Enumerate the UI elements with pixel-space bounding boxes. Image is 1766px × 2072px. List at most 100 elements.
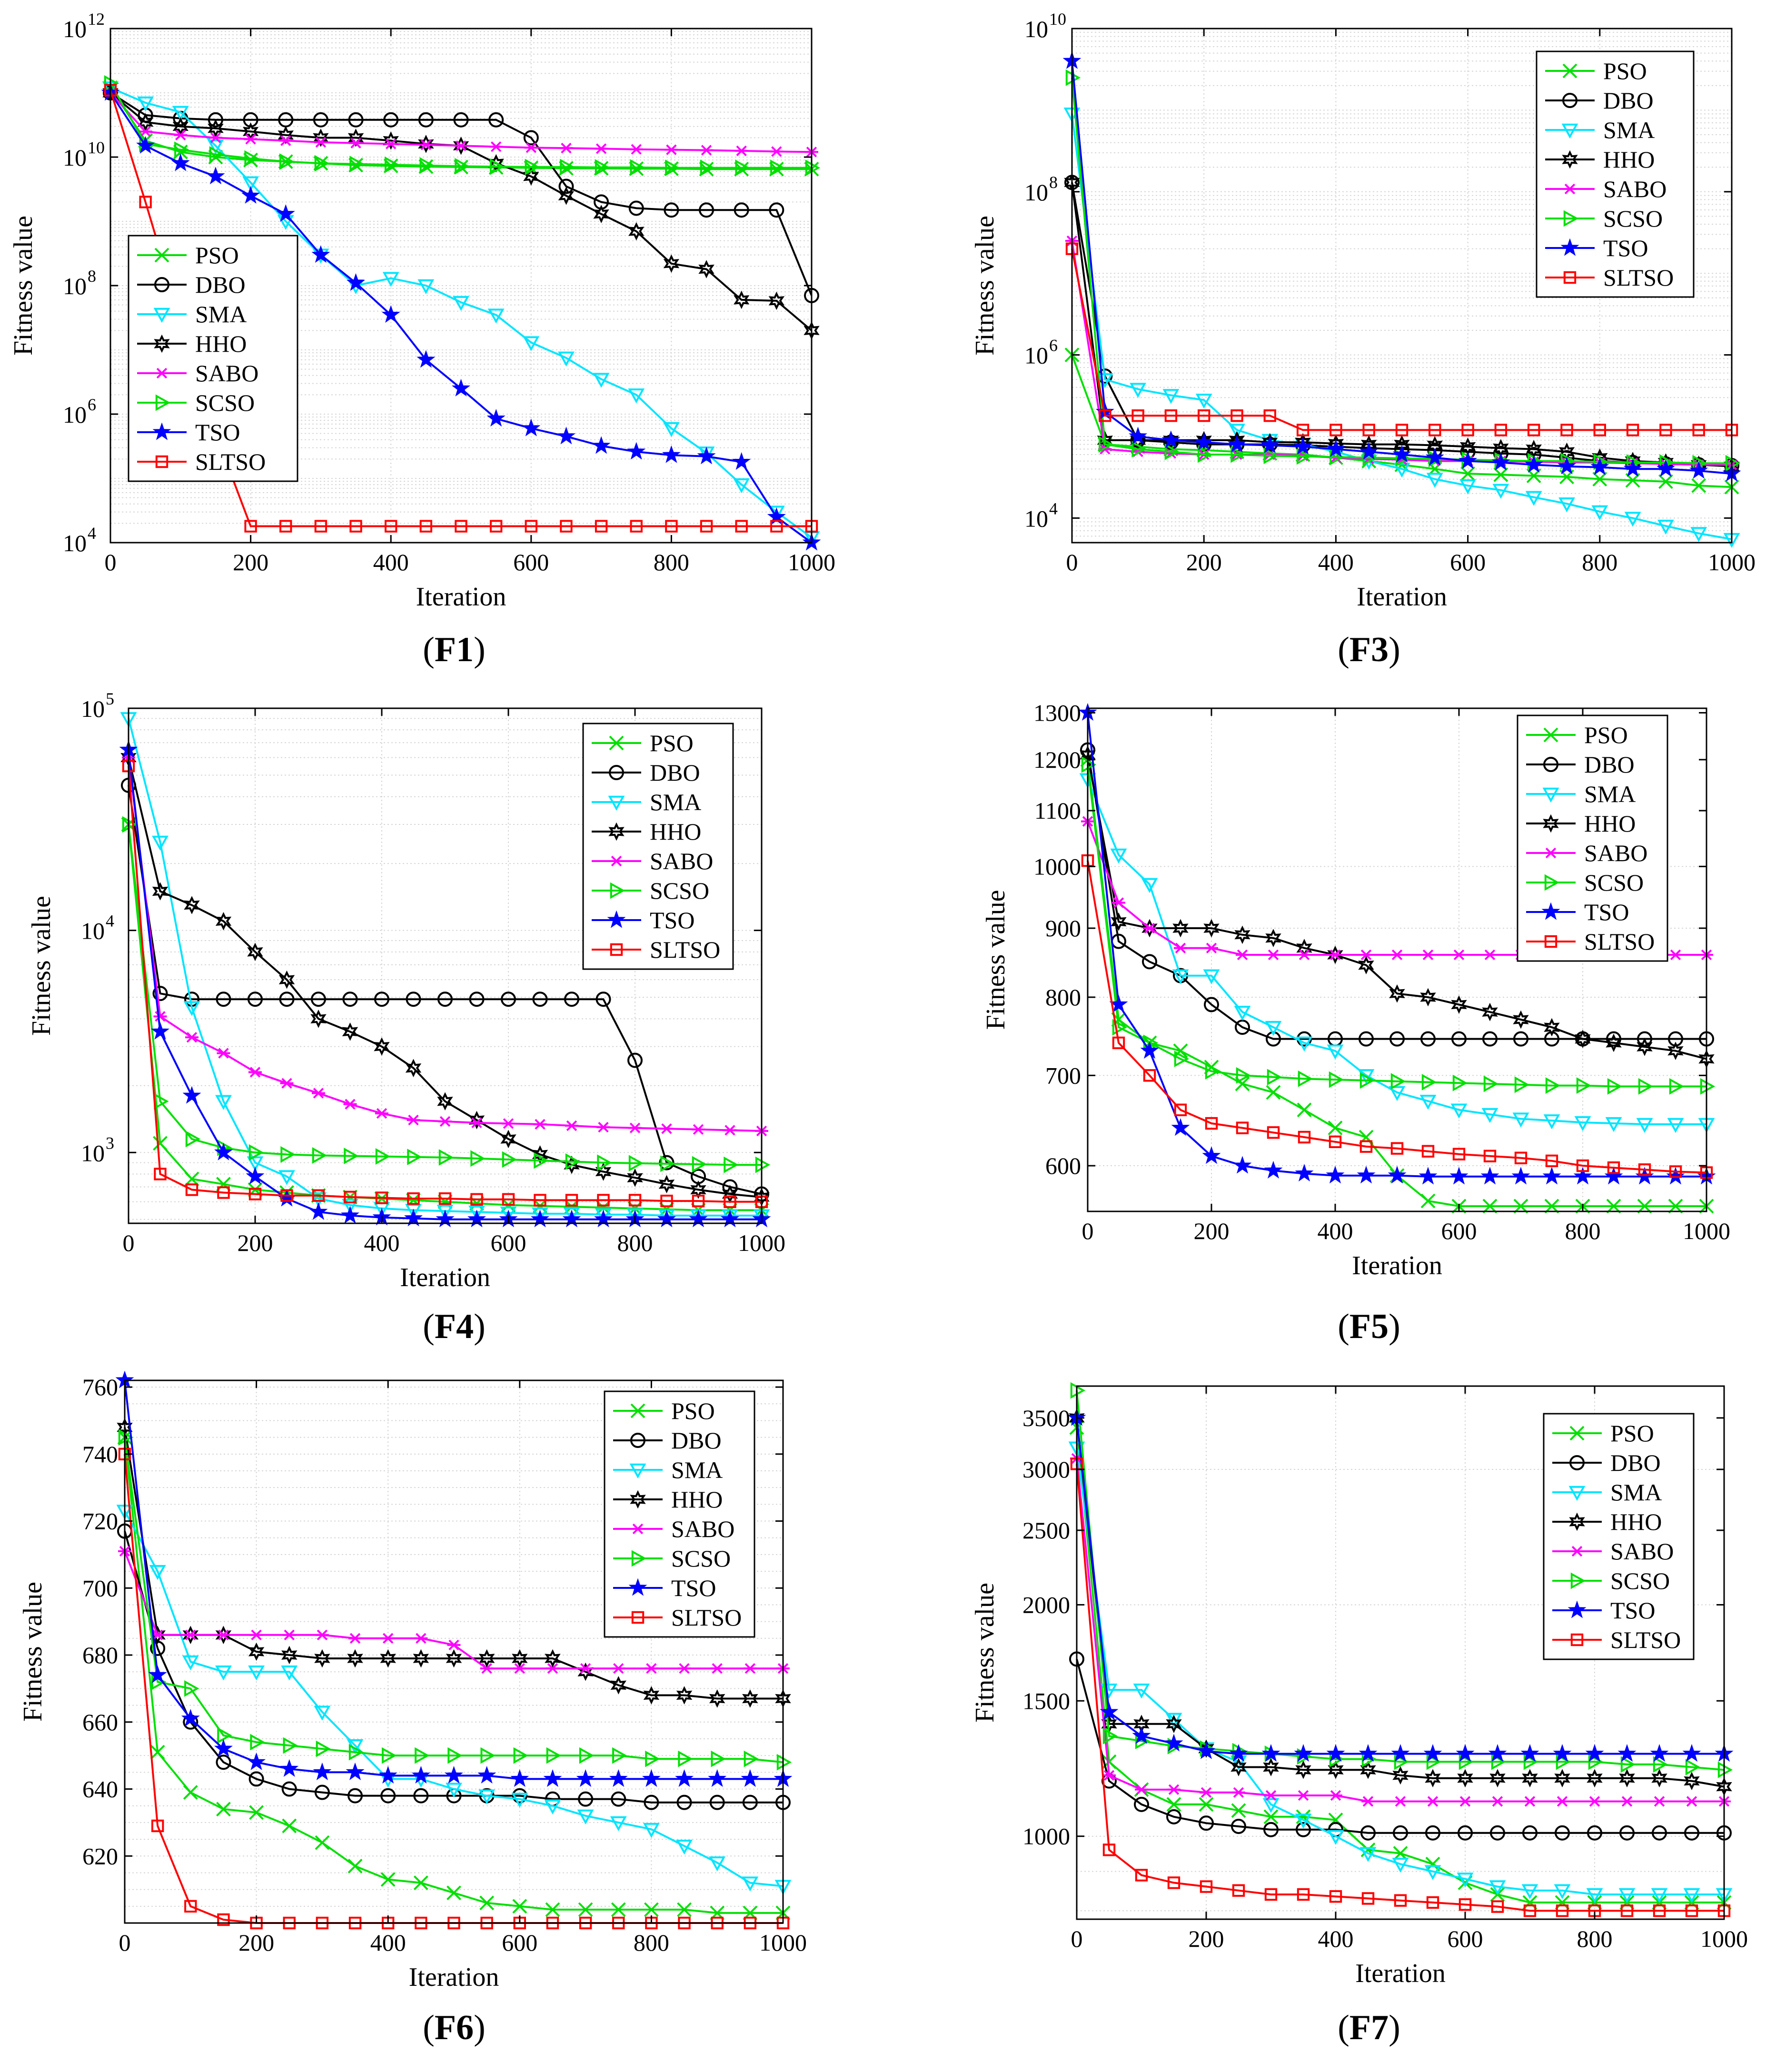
data-point-pso <box>249 1805 264 1820</box>
data-point-dbo <box>628 200 644 216</box>
data-point-sabo <box>1458 1796 1472 1807</box>
legend-marker-scso <box>155 394 171 411</box>
data-point-scso <box>597 1154 612 1171</box>
x-axis-label: Iteration <box>1352 1251 1442 1280</box>
data-point-scso <box>316 1740 331 1757</box>
data-point-scso <box>344 1148 359 1164</box>
data-point-scso <box>630 159 645 176</box>
data-point-sma <box>1426 473 1443 488</box>
data-point-sltso <box>1458 1898 1472 1911</box>
data-point-hho <box>248 1642 265 1661</box>
legend-label-pso: PSO <box>1603 58 1647 84</box>
legend-marker-sltso <box>610 943 623 956</box>
data-point-tso <box>1229 1744 1248 1762</box>
data-point-sabo <box>692 1124 705 1135</box>
data-point-dbo <box>311 991 326 1007</box>
data-point-sabo <box>565 1120 578 1131</box>
y-tick-exponent: 4 <box>1049 499 1058 518</box>
data-point-sabo <box>700 145 714 156</box>
data-point-sltso <box>1232 1884 1245 1897</box>
data-point-sabo <box>208 132 222 143</box>
data-point-sltso <box>1174 1103 1187 1116</box>
legend-marker-tso <box>1541 902 1560 920</box>
data-point-scso <box>1458 1753 1474 1770</box>
y-tick-label: 1300 <box>1033 699 1081 726</box>
data-point-sma <box>1512 1112 1529 1128</box>
legend-label-sabo: SABO <box>1603 176 1667 202</box>
data-point-scso <box>534 1152 549 1169</box>
data-point-scso <box>1099 436 1114 453</box>
data-point-sabo <box>384 139 398 149</box>
data-point-dbo <box>676 1794 692 1810</box>
data-point-pso <box>1297 1102 1312 1118</box>
data-point-sabo <box>419 139 433 150</box>
data-point-sabo <box>282 1629 296 1641</box>
data-point-pso <box>677 1902 692 1917</box>
data-point-hho <box>658 1175 675 1194</box>
legend-marker-dbo <box>1562 93 1577 108</box>
data-point-sltso <box>1685 1904 1698 1917</box>
data-point-sltso <box>700 520 713 533</box>
legend-label-dbo: DBO <box>650 759 700 786</box>
x-tick-label: 200 <box>1186 549 1222 575</box>
series-line-scso <box>128 824 762 1166</box>
data-point-scso <box>1452 1074 1468 1091</box>
data-point-tso <box>247 1752 266 1770</box>
data-point-hho <box>347 1649 363 1668</box>
data-point-hho <box>1166 1715 1182 1734</box>
legend-marker-pso <box>1569 1426 1585 1441</box>
y-axis-label: Fitness value <box>18 1582 48 1722</box>
x-axis-label: Iteration <box>416 582 506 612</box>
y-tick-label: 700 <box>82 1575 118 1601</box>
data-point-tso <box>1573 1167 1592 1185</box>
data-point-tso <box>543 1769 562 1787</box>
y-tick-label: 2000 <box>1022 1591 1070 1618</box>
data-point-tso <box>1458 451 1478 469</box>
data-point-sma <box>172 106 189 121</box>
series-group <box>101 75 821 551</box>
data-point-hho <box>446 1649 462 1668</box>
data-point-tso <box>417 350 436 368</box>
data-point-scso <box>1514 1076 1530 1093</box>
data-point-sltso <box>1452 1148 1466 1160</box>
data-point-sma <box>137 96 154 112</box>
data-point-tso <box>1129 426 1148 445</box>
data-point-tso <box>1423 1744 1442 1762</box>
data-point-sabo <box>381 1633 395 1644</box>
data-point-sma <box>1262 1798 1280 1813</box>
data-point-hho <box>374 1037 390 1056</box>
legend: PSO DBO SMA HHO SABO SCSO TSO SLTSO <box>582 723 734 970</box>
data-point-sabo <box>710 1663 724 1674</box>
y-tick-label: 600 <box>1045 1152 1081 1179</box>
data-point-scso <box>1329 448 1345 466</box>
data-point-tso <box>214 1739 233 1757</box>
data-point-dbo <box>564 991 579 1007</box>
data-point-sltso <box>1329 424 1342 436</box>
data-point-dbo <box>248 991 263 1007</box>
data-point-sltso <box>565 1194 578 1207</box>
data-point-dbo <box>281 1781 297 1797</box>
data-point-dbo <box>1231 1818 1246 1834</box>
data-point-sltso <box>1297 1888 1310 1901</box>
data-point-hho <box>1684 1772 1700 1790</box>
data-point-pso <box>380 1872 396 1887</box>
data-point-sma <box>1327 1830 1344 1845</box>
data-point-sma <box>1172 969 1189 984</box>
data-point-tso <box>1197 1741 1216 1759</box>
data-point-scso <box>407 1149 422 1165</box>
data-point-tso <box>136 136 155 154</box>
data-point-sma <box>663 422 680 437</box>
data-point-sltso <box>470 1193 483 1206</box>
data-point-sabo <box>1394 1796 1407 1807</box>
legend-marker-scso <box>1570 1572 1586 1589</box>
data-point-sma <box>1657 519 1674 535</box>
legend-label-dbo: DBO <box>195 271 246 298</box>
data-point-dbo <box>1637 1031 1652 1047</box>
data-point-scso <box>1523 1753 1539 1770</box>
legend-marker-scso <box>1544 874 1560 891</box>
data-point-sltso <box>314 520 327 533</box>
data-point-hho <box>500 1130 516 1149</box>
data-point-tso <box>1585 1744 1604 1762</box>
x-tick-label: 200 <box>238 1229 273 1256</box>
data-point-sltso <box>1131 409 1144 422</box>
